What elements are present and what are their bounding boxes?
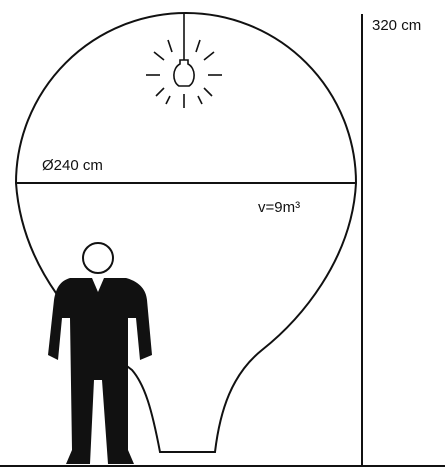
lamp xyxy=(146,13,222,108)
diameter-label: Ø240 cm xyxy=(42,157,103,174)
volume-label: v=9m³ xyxy=(258,199,300,216)
diagram: 320 cm Ø240 cm v=9m³ xyxy=(0,0,445,470)
person xyxy=(48,243,152,464)
height-label: 320 cm xyxy=(372,17,421,34)
